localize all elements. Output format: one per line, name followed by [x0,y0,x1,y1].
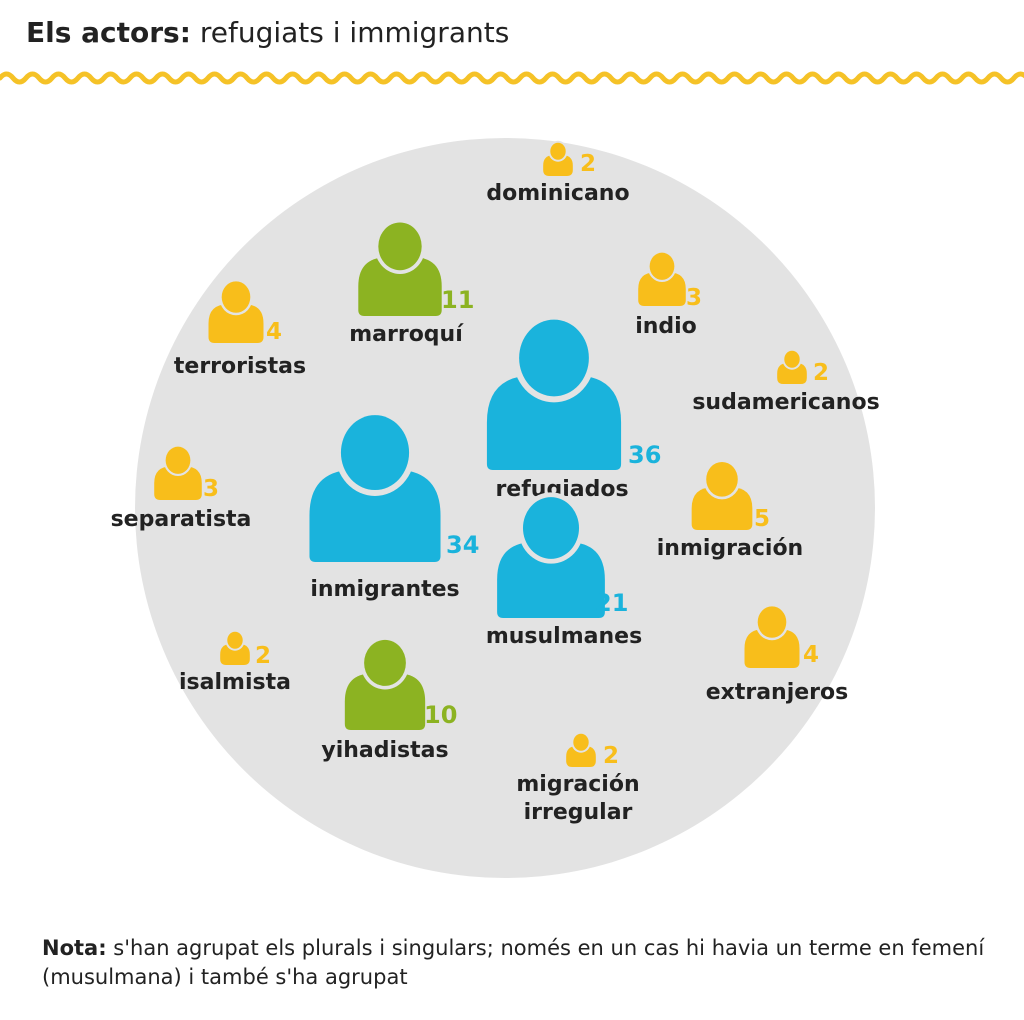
note-text: s'han agrupat els plurals i singulars; n… [42,936,985,989]
value-label-terroristas: 4 [266,319,282,345]
person-body [344,673,426,730]
person-head [519,319,589,397]
person-head [573,733,589,751]
person-body [208,304,264,343]
value-label-refugiados: 36 [628,441,661,469]
person-head [550,142,566,160]
value-label-extranjeros: 4 [803,642,819,668]
wavy-divider [0,71,1024,85]
category-label-inmigracion: inmigración [657,536,803,561]
category-label-musulmanes: musulmanes [486,624,642,649]
person-head [227,631,243,649]
person-icon-dominicano [543,140,573,176]
category-label-terroristas: terroristas [174,354,306,379]
title-bold: Els actors: [26,16,191,49]
person-body [566,746,596,767]
note-label: Nota: [42,936,107,960]
category-label-inmigrantes: inmigrantes [310,577,459,602]
footnote: Nota: s'han agrupat els plurals i singul… [42,934,1012,992]
background-circle [135,138,875,878]
person-icon-musulmanes [497,492,605,618]
category-label-migracion-irregular: migración irregular [516,772,639,825]
person-icon-inmigracion [691,459,753,530]
category-label-extranjeros: extranjeros [706,680,849,705]
person-head [165,446,191,474]
category-label-yihadistas: yihadistas [321,738,448,763]
category-label-isalmista: isalmista [179,670,291,695]
title-rest: refugiats i immigrants [190,16,510,49]
person-body [358,257,442,316]
value-label-inmigracion: 5 [754,506,770,532]
value-label-musulmanes: 21 [595,589,628,617]
value-label-marroqui: 11 [441,286,474,314]
category-label-sudamericanos: sudamericanos [692,390,879,415]
person-icon-sudamericanos [777,348,807,384]
person-head [649,252,675,280]
value-label-sudamericanos: 2 [813,360,829,386]
person-icon-isalmista [220,629,250,665]
person-head [378,222,422,271]
person-icon-terroristas [208,278,264,343]
person-head [757,606,787,638]
person-body [220,644,250,665]
chart-title: Els actors: refugiats i immigrants [26,16,509,49]
person-icon-extranjeros [744,603,800,668]
value-label-migracion-irregular: 2 [603,743,619,769]
value-label-yihadistas: 10 [424,701,457,729]
category-label-dominicano: dominicano [486,181,629,206]
person-body [744,629,800,668]
person-body [691,487,753,530]
person-head [221,281,251,313]
person-body [497,542,605,618]
value-label-inmigrantes: 34 [446,531,479,559]
person-head [784,350,800,368]
person-head [522,497,580,559]
person-head [364,639,406,686]
person-icon-marroqui [358,218,442,316]
person-icon-migracion-irregular [566,731,596,767]
value-label-separatista: 3 [203,476,219,502]
person-head [706,461,738,497]
category-label-separatista: separatista [111,507,252,532]
person-body [638,272,686,306]
person-icon-separatista [154,444,202,500]
person-body [486,375,622,470]
person-icon-inmigrantes [309,409,441,562]
value-label-indio: 3 [686,285,702,311]
value-label-isalmista: 2 [255,643,271,669]
category-label-marroqui: marroquí [349,322,464,347]
person-body [154,466,202,500]
value-label-dominicano: 2 [580,151,596,177]
person-head [340,415,410,491]
person-body [309,469,441,562]
person-icon-yihadistas [344,636,426,730]
person-icon-refugiados [486,313,622,470]
person-body [777,363,807,384]
person-body [543,155,573,176]
category-label-indio: indio [635,314,697,339]
person-icon-indio [638,250,686,306]
